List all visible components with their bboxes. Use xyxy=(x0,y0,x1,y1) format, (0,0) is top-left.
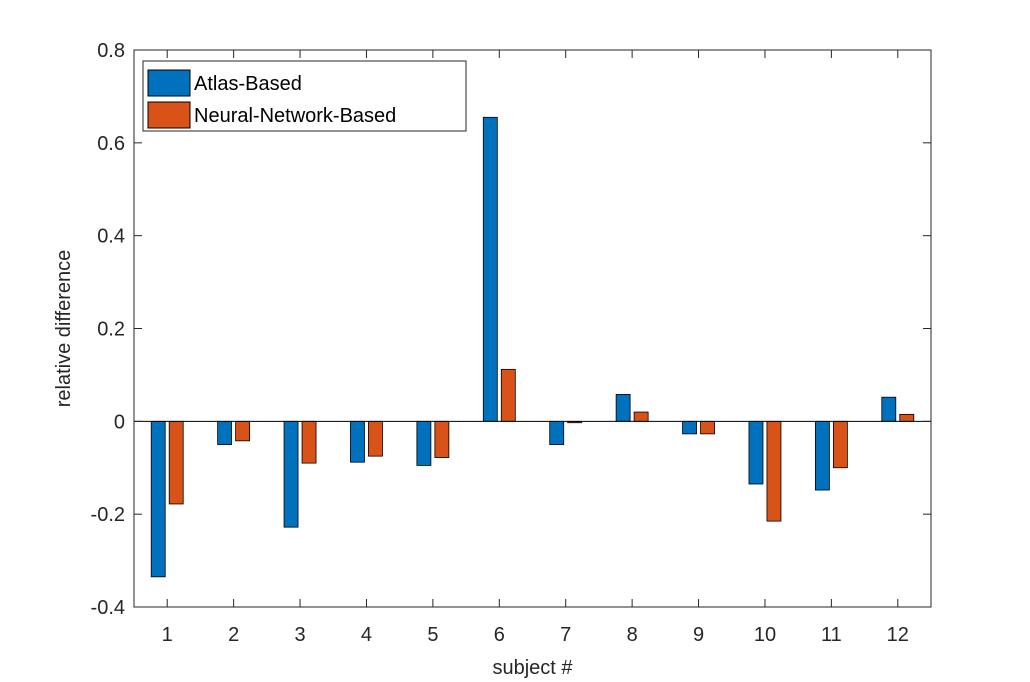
ticks-group: 1 2 3 4 5 6 7 8 9 10 11 12-0.4-0.200.20.40.60.8 xyxy=(91,40,931,646)
legend-label-nn: Neural-Network-Based xyxy=(194,105,396,127)
bar-atlas-subject-8 xyxy=(615,394,631,422)
axes-box xyxy=(133,49,932,608)
bar-nn-subject-6 xyxy=(500,368,516,422)
x-tick-label: 10 xyxy=(754,624,776,646)
bars-group xyxy=(150,116,915,578)
bar-atlas-subject-3 xyxy=(283,420,299,528)
y-tick-label: 0.6 xyxy=(97,133,125,155)
y-tick-label: 0.2 xyxy=(97,319,125,341)
bar-nn-subject-3 xyxy=(301,420,317,464)
bar-nn-subject-5 xyxy=(434,420,450,458)
bar-atlas-subject-7 xyxy=(549,420,565,445)
y-tick-label: 0.4 xyxy=(97,226,125,248)
x-tick-label: 4 xyxy=(361,624,372,646)
x-tick-label: 1 xyxy=(162,624,173,646)
x-tick-label: 12 xyxy=(887,624,909,646)
bar-atlas-subject-10 xyxy=(748,420,764,485)
legend: Atlas-Based Neural-Network-Based xyxy=(142,60,467,132)
bar-atlas-subject-11 xyxy=(814,420,830,491)
legend-box xyxy=(142,60,467,132)
bar-atlas-subject-6 xyxy=(482,116,498,422)
bar-atlas-subject-4 xyxy=(350,420,365,463)
x-tick-label: 6 xyxy=(494,624,505,646)
legend-swatch-atlas xyxy=(147,69,191,97)
x-tick-label: 9 xyxy=(693,624,704,646)
legend-swatch-nn xyxy=(147,101,191,129)
y-tick-label: 0 xyxy=(114,411,125,433)
x-axis-label: subject # xyxy=(492,657,573,679)
bar-nn-subject-9 xyxy=(700,420,715,435)
y-axis-label: relative difference xyxy=(53,250,75,408)
bar-atlas-subject-2 xyxy=(217,420,233,445)
bar-nn-subject-2 xyxy=(235,420,251,442)
x-tick-label: 3 xyxy=(294,624,305,646)
x-tick-label: 7 xyxy=(560,624,571,646)
bar-nn-subject-12 xyxy=(899,413,915,422)
x-tick-label: 8 xyxy=(627,624,638,646)
bar-nn-subject-11 xyxy=(832,420,848,469)
bar-nn-subject-10 xyxy=(766,420,782,522)
y-tick-label: -0.2 xyxy=(91,504,125,526)
x-tick-label: 5 xyxy=(427,624,438,646)
bar-nn-subject-1 xyxy=(168,420,184,505)
bar-nn-subject-4 xyxy=(368,420,383,457)
legend-label-atlas: Atlas-Based xyxy=(194,73,302,95)
bar-nn-subject-8 xyxy=(633,411,649,422)
bar-atlas-subject-9 xyxy=(682,420,697,435)
bar-atlas-subject-12 xyxy=(881,396,897,422)
x-tick-label: 2 xyxy=(228,624,239,646)
y-tick-label: 0.8 xyxy=(97,40,125,62)
x-tick-label: 11 xyxy=(821,624,842,646)
bar-atlas-subject-5 xyxy=(416,420,432,466)
y-tick-label: -0.4 xyxy=(91,597,125,619)
bar-atlas-subject-1 xyxy=(150,420,166,578)
